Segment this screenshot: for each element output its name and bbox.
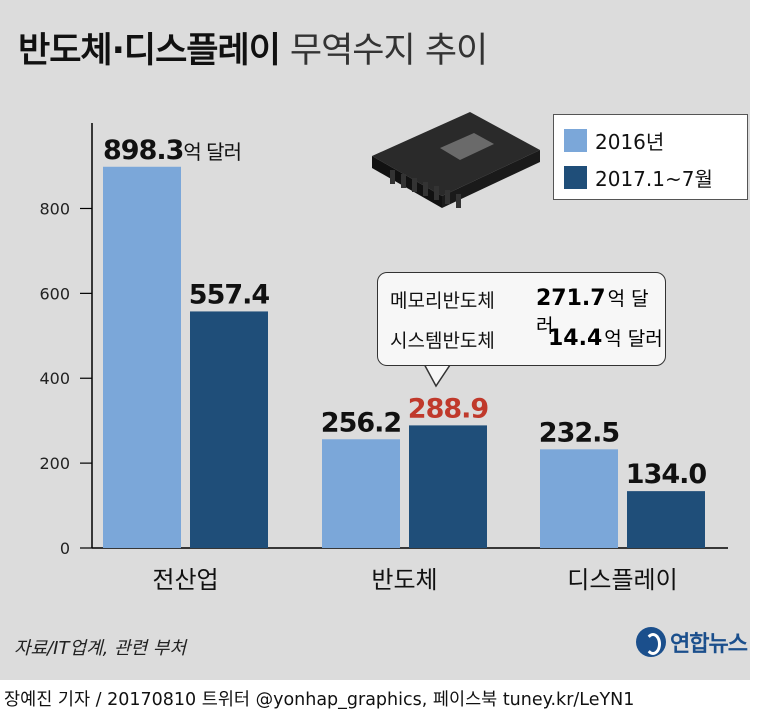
bar-1-0 <box>322 439 400 548</box>
category-label: 전산업 <box>152 566 218 594</box>
logo: 연합뉴스 <box>636 626 748 658</box>
logo-mark-icon <box>636 627 666 657</box>
legend: 2016년 2017.1~7월 <box>553 114 748 200</box>
bar-0-0 <box>103 166 181 548</box>
chart-card: 반도체·디스플레이 무역수지 추이 0 200 400 600 800 898.3억 달러… <box>0 0 750 680</box>
credit-line: 장예진 기자 / 20170810 트위터 @yonhap_graphics, … <box>4 690 635 710</box>
callout-value: 14.4 <box>548 326 603 351</box>
chip-pin <box>401 174 406 188</box>
title-bold: 반도체·디스플레이 <box>18 31 281 71</box>
bar-value-label: 232.5 <box>539 417 619 448</box>
bar-1-1 <box>409 425 487 548</box>
callout-row-memory: 메모리반도체 <box>390 286 495 313</box>
category-label: 디스플레이 <box>567 566 677 594</box>
category-label: 반도체 <box>371 566 437 594</box>
legend-swatch <box>564 166 587 189</box>
title-light: 무역수지 추이 <box>289 31 488 71</box>
bar-chart: 0 200 400 600 800 898.3억 달러 557.4 256.2 288.9 23… <box>39 112 728 594</box>
legend-item-2017: 2017.1~7월 <box>564 163 713 192</box>
chip-pin <box>423 182 428 196</box>
legend-label: 2017.1~7월 <box>595 167 713 191</box>
callout-unit: 억 달러 <box>604 328 663 350</box>
source-note: 자료/IT업계, 관련 부처 <box>14 638 187 659</box>
callout-box: 메모리반도체 271.7 억 달러 시스템반도체 14.4 억 달러 <box>377 272 666 366</box>
bar-value-label: 557.4 <box>189 279 270 310</box>
callout-value-system: 14.4 억 달러 <box>548 324 663 351</box>
chip-pin <box>456 194 461 208</box>
y-tick-label: 800 <box>39 199 70 218</box>
bar-value-label: 256.2 <box>321 407 401 438</box>
callout-label: 시스템반도체 <box>390 330 495 352</box>
chip-icon <box>372 112 540 208</box>
y-tick-label: 600 <box>39 284 70 303</box>
chip-pin <box>390 170 395 184</box>
legend-swatch <box>564 129 587 152</box>
chip-pin <box>445 190 450 204</box>
legend-item-2016: 2016년 <box>564 126 664 155</box>
callout-value: 271.7 <box>536 286 606 311</box>
y-tick-label: 400 <box>39 369 70 388</box>
callout-value-memory: 271.7 억 달러 <box>536 284 665 338</box>
chip-pin <box>412 178 417 192</box>
chip-pin <box>434 186 439 200</box>
bar-value-label: 134.0 <box>626 459 707 490</box>
bar-value-label: 898.3억 달러 <box>103 135 241 166</box>
callout-label: 메모리반도체 <box>390 290 495 312</box>
legend-label: 2016년 <box>595 130 665 154</box>
chart-title: 반도체·디스플레이 무역수지 추이 <box>18 22 488 73</box>
callout-row-system: 시스템반도체 <box>390 326 495 353</box>
bar-0-1 <box>190 311 268 548</box>
bar-2-0 <box>540 449 618 548</box>
bar-value-label: 288.9 <box>408 393 489 424</box>
y-tick-label: 0 <box>60 539 70 558</box>
logo-text: 연합뉴스 <box>670 632 748 657</box>
bar-2-1 <box>627 491 705 548</box>
y-tick-label: 200 <box>39 454 70 473</box>
callout-unit: 억 달러 <box>536 288 649 337</box>
